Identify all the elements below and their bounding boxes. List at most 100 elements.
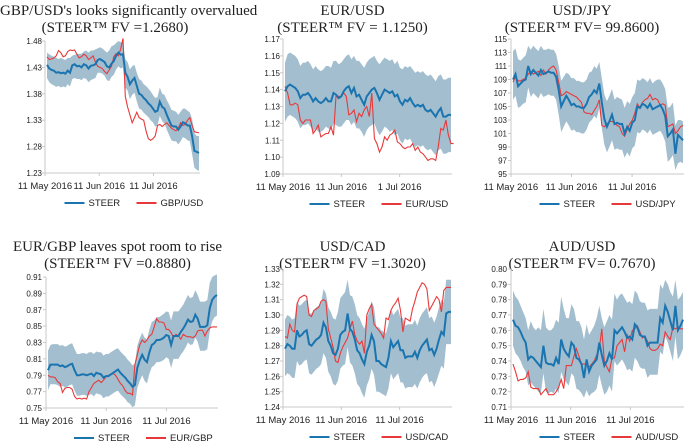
y-tick-label: 0.76 [491, 326, 507, 335]
chart-panel-usdcad: USD/CAD (STEER™ FV =1.3020) 1.33 1.32 1.31… [245, 239, 460, 443]
chart-title-line1: USD/CAD [319, 239, 386, 255]
x-tick-label: 11 May 2016 [19, 416, 73, 427]
series-line-steer [47, 294, 218, 389]
legend-label-steer: STEER [564, 432, 596, 443]
y-tick-label: 1.28 [264, 342, 280, 351]
legend-label-spot: USD/CAD [406, 432, 449, 443]
x-tick-label: 11 Jun 2016 [316, 182, 368, 193]
chart-title-fv: (STEER™ FV= 99.8600) [504, 20, 660, 36]
series-line-gbpusd [46, 38, 200, 141]
chart-title-line1: GBP/USD's looks significantly overvalued [0, 3, 258, 19]
y-tick-label: 101 [494, 130, 508, 139]
y-tick-label: 99 [498, 143, 507, 152]
y-tick-label: 1.26 [264, 372, 280, 381]
legend-label-steer: STEER [334, 432, 366, 443]
series-line-steer [512, 65, 684, 154]
x-tick-label: 11 Jul 2016 [608, 182, 656, 193]
y-tick-label: 1.16 [264, 52, 280, 61]
chart-title-line1: EUR/USD [320, 3, 385, 19]
x-tick-label: 11 May 2016 [484, 415, 538, 426]
y-tick-label: 1.28 [26, 143, 42, 152]
legend-label-steer: STEER [334, 199, 366, 210]
x-tick-label: 11 May 2016 [18, 181, 72, 192]
legend-label-spot: EUR/GBP [170, 433, 213, 444]
y-tick-label: 1.13 [264, 103, 280, 112]
chart-title-line1: EUR/GBP leaves spot room to rise [12, 239, 222, 255]
y-tick-label: 0.75 [491, 342, 507, 351]
y-tick-label: 1.12 [264, 119, 280, 128]
chart-svg-usdcad: 1.33 1.32 1.31 1.30 1.29 1.28 1.27 1.26 1.25 1.24… [256, 265, 452, 443]
chart-title-line1: AUD/USD [548, 239, 616, 255]
y-tick-label: 0.77 [26, 388, 42, 397]
chart-panel-eurusd: EUR/USD (STEER™ FV = 1.1250) 1.17 1.16 1.1… [0, 0, 460, 222]
x-tick-label: 1 Jul 2016 [378, 182, 422, 193]
chart-title-line1: USD/JPY [552, 3, 612, 19]
x-tick-label: 11 May 2016 [256, 182, 310, 193]
series-line-steer [284, 310, 451, 369]
chart-title: EUR/GBP leaves spot room to rise (STEER™… [5, 239, 230, 273]
y-tick-label: 1.48 [26, 37, 42, 46]
legend-label-steer: STEER [564, 199, 596, 210]
series-line-usdcad [284, 282, 451, 364]
legend-label-spot: USD/JPY [636, 199, 677, 210]
series-line-steer [46, 51, 200, 154]
y-tick-label: 1.38 [26, 90, 42, 99]
y-tick-label: 1.27 [264, 357, 280, 366]
y-tick-label: 0.80 [491, 265, 507, 274]
y-tick-label: 103 [494, 116, 508, 125]
series-line-eurusd [284, 86, 454, 162]
y-tick-label: 1.24 [264, 403, 280, 412]
chart-svg-usdjpy: 115 113 111 109 107 105 103 101 99 97 95 11 May 201… [484, 35, 684, 210]
x-tick-label: 11 Jun 2016 [73, 181, 125, 192]
y-tick-label: 1.11 [265, 136, 281, 145]
y-tick-label: 1.17 [264, 35, 280, 44]
y-tick-label: 113 [494, 49, 507, 58]
x-tick-label: 11 Jul 2016 [142, 416, 190, 427]
x-tick-label: 11 Jun 2016 [80, 416, 132, 427]
confidence-band [285, 52, 451, 156]
chart-title: USD/CAD (STEER™ FV =1.3020) [245, 239, 460, 273]
legend-label-spot: EUR/USD [406, 199, 449, 210]
y-tick-label: 1.30 [264, 311, 280, 320]
x-tick-label: 11 Jun 2016 [316, 415, 368, 426]
y-tick-label: 1.15 [264, 69, 280, 78]
y-tick-label: 0.77 [491, 311, 507, 320]
y-tick-label: 0.79 [491, 280, 507, 289]
x-tick-label: 11 May 2016 [484, 182, 538, 193]
legend-label-spot: GBP/USD [161, 198, 204, 209]
legend-label-spot: AUD/USD [636, 432, 679, 443]
y-tick-label: 0.73 [491, 372, 507, 381]
y-tick-label: 1.33 [26, 116, 42, 125]
chart-title-fv: (STEER™ FV = 1.1250) [277, 20, 428, 36]
chart-panel-eurgbp: EUR/GBP leaves spot room to rise (STEER™… [0, 0, 230, 445]
y-tick-label: 115 [494, 35, 507, 44]
y-tick-label: 0.78 [491, 296, 507, 305]
y-tick-label: 1.31 [264, 296, 280, 305]
y-tick-label: 1.09 [264, 170, 280, 179]
chart-title: EUR/USD (STEER™ FV = 1.1250) [245, 3, 460, 37]
y-tick-label: 97 [498, 157, 507, 166]
x-tick-label: 11 May 2016 [256, 415, 310, 426]
y-tick-label: 0.85 [26, 322, 42, 331]
chart-title-fv: (STEER™ FV= 0.7670) [508, 256, 656, 272]
y-tick-label: 0.79 [26, 371, 42, 380]
chart-svg-eurgbp: 0.91 0.89 0.87 0.85 0.83 0.81 0.79 0.77 0.75 11 M… [19, 273, 218, 444]
y-tick-label: 0.83 [26, 339, 42, 348]
y-tick-label: 1.10 [264, 153, 280, 162]
series-line-steer [512, 302, 684, 379]
y-tick-label: 1.33 [264, 265, 280, 274]
x-tick-label: 11 Jul 2016 [375, 415, 423, 426]
y-tick-label: 107 [494, 89, 508, 98]
series-line-usdjpy [512, 65, 684, 138]
y-tick-label: 1.14 [264, 86, 280, 95]
confidence-band [513, 279, 683, 398]
y-tick-label: 0.74 [491, 357, 507, 366]
confidence-band [47, 41, 199, 171]
y-tick-label: 109 [494, 76, 508, 85]
y-tick-label: 1.23 [26, 169, 42, 178]
legend-label-steer: STEER [98, 433, 130, 444]
x-tick-label: 11 Jul 2016 [606, 415, 654, 426]
y-tick-label: 1.32 [264, 280, 280, 289]
